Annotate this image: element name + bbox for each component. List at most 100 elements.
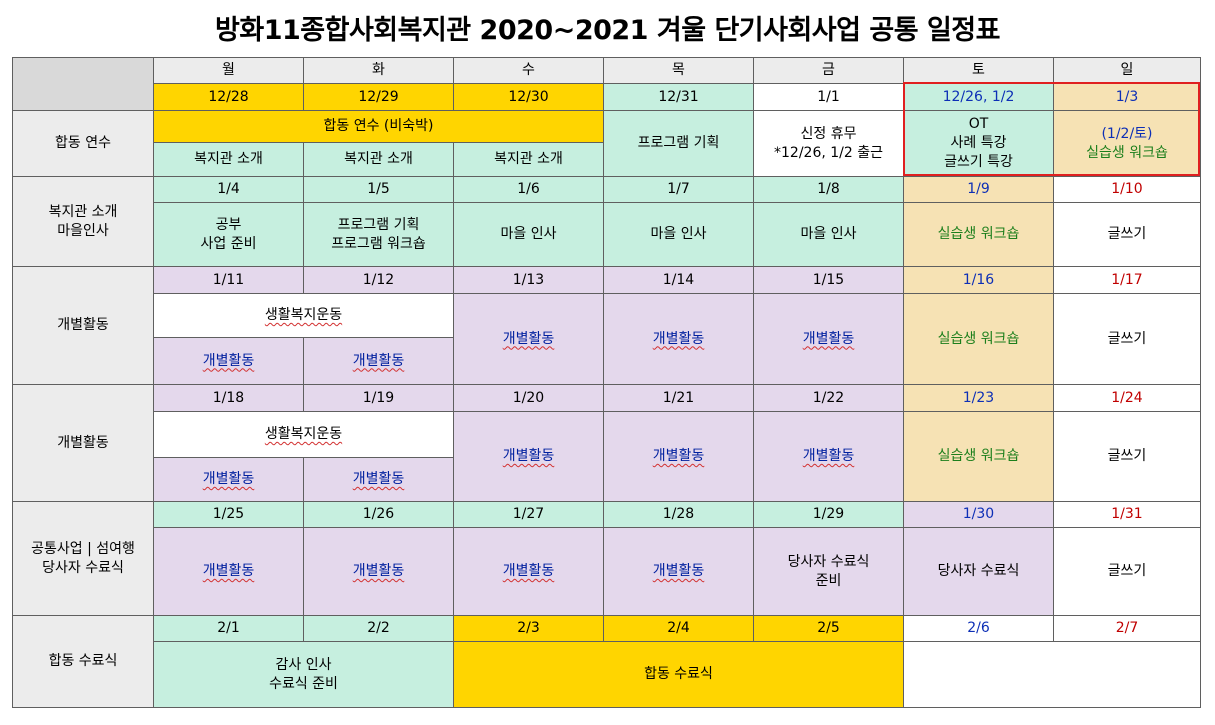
date-cell: 1/3 bbox=[1053, 83, 1201, 111]
activity-label: 개별활동 bbox=[502, 563, 555, 579]
writing-cell: 글쓰기 bbox=[1053, 411, 1201, 502]
event-cell: 생활복지운동 bbox=[153, 293, 454, 338]
activity-label: 개별활동 bbox=[802, 330, 855, 347]
event-cell: 개별활동 bbox=[603, 527, 754, 616]
day-header: 금 bbox=[753, 57, 904, 84]
date-cell: 1/13 bbox=[453, 266, 604, 294]
event-cell: 개별활동 bbox=[603, 293, 754, 385]
date-cell: 1/5 bbox=[303, 176, 454, 203]
date-cell: 1/25 bbox=[153, 501, 304, 528]
event-cell: 개별활동 bbox=[603, 411, 754, 502]
date-cell: 1/23 bbox=[903, 384, 1054, 412]
date-cell: 1/21 bbox=[603, 384, 754, 412]
day-header: 목 bbox=[603, 57, 754, 84]
activity-label: 개별활동 bbox=[202, 471, 255, 487]
event-cell: 복지관 소개 bbox=[453, 142, 604, 177]
day-header: 월 bbox=[153, 57, 304, 84]
date-cell: 1/7 bbox=[603, 176, 754, 203]
activity-label: 개별활동 bbox=[502, 448, 555, 464]
date-cell: 1/15 bbox=[753, 266, 904, 294]
date-cell: 1/1 bbox=[753, 83, 904, 111]
day-header: 토 bbox=[903, 57, 1054, 84]
page-title: 방화11종합사회복지관 2020~2021 겨울 단기사회사업 공통 일정표 bbox=[215, 15, 1000, 46]
event-cell: 개별활동 bbox=[303, 457, 454, 502]
event-cell: 공부 사업 준비 bbox=[153, 202, 304, 267]
date-cell: 1/22 bbox=[753, 384, 904, 412]
row-label-line: 당사자 수료식 bbox=[42, 559, 124, 576]
activity-label: 개별활동 bbox=[502, 330, 555, 347]
activity-label: 개별활동 bbox=[202, 352, 255, 369]
day-header: 일 bbox=[1053, 57, 1201, 84]
row-label: 복지관 소개 마을인사 bbox=[12, 176, 154, 267]
row-label: 합동 연수 bbox=[12, 110, 154, 177]
day-header: 수 bbox=[453, 57, 604, 84]
workshop-label: 실습생 워크숍 bbox=[1086, 144, 1168, 161]
writing-cell: 글쓰기 bbox=[1053, 293, 1201, 385]
writing-cell: 글쓰기 bbox=[1053, 202, 1201, 267]
activity-label: 개별활동 bbox=[202, 563, 255, 579]
event-cell: 마을 인사 bbox=[453, 202, 604, 267]
writing-cell: 글쓰기 bbox=[1053, 527, 1201, 616]
workshop-cell: 실습생 워크숍 bbox=[903, 293, 1054, 385]
date-cell: 1/6 bbox=[453, 176, 604, 203]
event-cell: 개별활동 bbox=[753, 293, 904, 385]
row-label: 개별활동 bbox=[12, 266, 154, 385]
row-label: 합동 수료식 bbox=[12, 615, 154, 708]
date-cell: 1/17 bbox=[1053, 266, 1201, 294]
event-line: 수료식 준비 bbox=[269, 675, 338, 692]
date-cell: 1/24 bbox=[1053, 384, 1201, 412]
event-cell: 당사자 수료식 준비 bbox=[753, 527, 904, 616]
event-line: 당사자 수료식 bbox=[787, 553, 870, 570]
activity-label: 개별활동 bbox=[352, 471, 405, 487]
event-cell: 합동 수료식 bbox=[453, 641, 904, 708]
event-cell: 개별활동 bbox=[753, 411, 904, 502]
movement-label: 생활복지운동 bbox=[264, 426, 343, 442]
schedule-table: 월 화 수 목 금 토 일 12/28 12/29 12/30 12/31 1/… bbox=[12, 57, 1201, 708]
row-label-line: 복지관 소개 bbox=[48, 203, 118, 220]
date-cell: 2/3 bbox=[453, 615, 604, 642]
activity-label: 개별활동 bbox=[802, 448, 855, 464]
event-line: 공부 bbox=[215, 216, 242, 233]
date-cell: 1/12 bbox=[303, 266, 454, 294]
day-header: 화 bbox=[303, 57, 454, 84]
event-cell: 개별활동 bbox=[153, 527, 304, 616]
date-cell: 12/31 bbox=[603, 83, 754, 111]
date-cell: 2/7 bbox=[1053, 615, 1201, 642]
event-line: OT bbox=[968, 116, 989, 132]
activity-label: 개별활동 bbox=[352, 352, 405, 369]
event-cell: 생활복지운동 bbox=[153, 411, 454, 458]
event-cell: 복지관 소개 bbox=[303, 142, 454, 177]
date-cell: 1/27 bbox=[453, 501, 604, 528]
event-cell: 당사자 수료식 bbox=[903, 527, 1054, 616]
date-cell: 12/28 bbox=[153, 83, 304, 111]
holiday-cell: 신정 휴무 *12/26, 1/2 출근 bbox=[753, 110, 904, 177]
date-cell: 12/26, 1/2 bbox=[903, 83, 1054, 111]
date-cell: 12/29 bbox=[303, 83, 454, 111]
date-cell: 1/16 bbox=[903, 266, 1054, 294]
date-cell: 1/31 bbox=[1053, 501, 1201, 528]
event-cell: 개별활동 bbox=[453, 527, 604, 616]
event-cell: 합동 연수 (비숙박) bbox=[153, 110, 604, 143]
date-cell: 1/11 bbox=[153, 266, 304, 294]
date-cell: 2/6 bbox=[903, 615, 1054, 642]
event-cell: 감사 인사 수료식 준비 bbox=[153, 641, 454, 708]
date-cell: 1/4 bbox=[153, 176, 304, 203]
date-cell: 1/26 bbox=[303, 501, 454, 528]
event-cell: 프로그램 기획 프로그램 워크숍 bbox=[303, 202, 454, 267]
event-cell: 개별활동 bbox=[303, 337, 454, 385]
event-line: 준비 bbox=[815, 572, 842, 589]
date-cell: 2/2 bbox=[303, 615, 454, 642]
event-line: 사례 특강 bbox=[950, 135, 1007, 151]
event-cell: 개별활동 bbox=[153, 337, 304, 385]
date-cell: 2/4 bbox=[603, 615, 754, 642]
date-cell: 12/30 bbox=[453, 83, 604, 111]
event-cell: 프로그램 기획 bbox=[603, 110, 754, 177]
empty-cell bbox=[903, 641, 1201, 708]
sunday-event-cell: (1/2/토) 실습생 워크숍 bbox=[1053, 110, 1201, 177]
event-cell: 복지관 소개 bbox=[153, 142, 304, 177]
movement-label: 생활복지운동 bbox=[264, 307, 343, 323]
activity-label: 개별활동 bbox=[652, 563, 705, 579]
row-label-line: 마을인사 bbox=[57, 222, 109, 239]
date-cell: 1/8 bbox=[753, 176, 904, 203]
event-line: 프로그램 기획 bbox=[337, 216, 420, 233]
